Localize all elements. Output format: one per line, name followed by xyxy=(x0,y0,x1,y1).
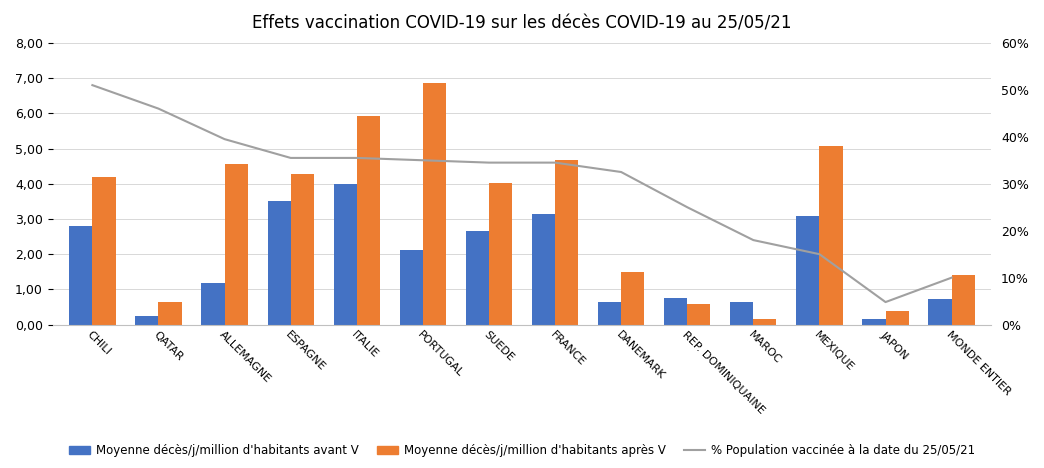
Bar xyxy=(423,83,446,325)
Bar xyxy=(862,319,885,325)
Bar xyxy=(754,319,777,325)
Bar xyxy=(489,183,513,325)
Bar xyxy=(92,177,116,325)
Bar xyxy=(885,311,908,325)
Bar xyxy=(136,316,159,325)
Bar xyxy=(531,214,555,325)
Bar xyxy=(664,298,687,325)
Bar xyxy=(687,304,710,325)
Bar xyxy=(797,216,820,325)
Bar xyxy=(267,201,290,325)
Bar xyxy=(400,250,423,325)
Bar xyxy=(224,164,247,325)
Bar xyxy=(290,174,314,325)
Bar xyxy=(952,275,975,325)
Bar xyxy=(598,302,621,325)
Bar xyxy=(621,272,644,325)
Bar xyxy=(69,226,92,325)
Bar xyxy=(466,231,489,325)
Bar xyxy=(820,146,843,325)
Bar xyxy=(159,302,182,325)
Bar xyxy=(201,283,224,325)
Legend: Moyenne décès/j/million d'habitants avant V, Moyenne décès/j/million d'habitants: Moyenne décès/j/million d'habitants avan… xyxy=(65,439,979,462)
Title: Effets vaccination COVID-19 sur les décès COVID-19 au 25/05/21: Effets vaccination COVID-19 sur les décè… xyxy=(253,15,791,33)
Bar xyxy=(334,184,357,325)
Bar xyxy=(730,302,754,325)
Bar xyxy=(357,116,380,325)
Bar xyxy=(928,299,952,325)
Bar xyxy=(555,160,578,325)
